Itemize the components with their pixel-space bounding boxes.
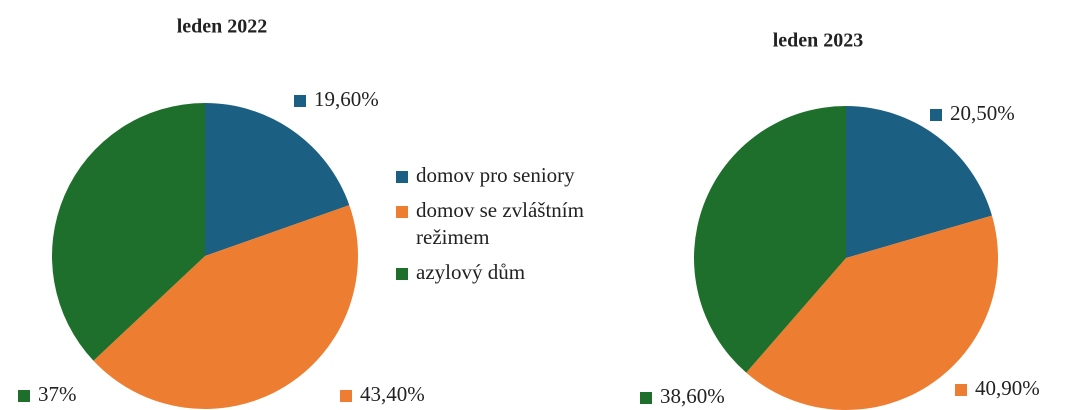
chart-title: leden 2022 xyxy=(177,16,268,38)
data-label: 37% xyxy=(38,382,77,406)
label-swatch xyxy=(340,390,352,402)
data-label: 38,60% xyxy=(660,384,725,408)
legend: domov pro seniory domov se zvláštním reži… xyxy=(396,162,646,294)
data-label: 43,40% xyxy=(360,382,425,406)
legend-item: domov pro seniory xyxy=(396,162,646,189)
legend-swatch xyxy=(396,206,408,218)
legend-label: domov se zvláštním režimem xyxy=(416,198,584,249)
pie-slice xyxy=(694,106,846,373)
legend-label: azylový dům xyxy=(416,260,526,284)
pie-slice xyxy=(846,106,992,258)
label-swatch xyxy=(930,109,942,121)
legend-swatch xyxy=(396,268,408,280)
pie-slice xyxy=(746,215,998,410)
legend-label: domov pro seniory xyxy=(416,163,575,187)
legend-item: azylový dům xyxy=(396,259,646,286)
pie-slice xyxy=(51,103,205,361)
legend-swatch xyxy=(396,171,408,183)
pie-slice xyxy=(93,205,358,410)
label-swatch xyxy=(294,95,306,107)
data-label: 20,50% xyxy=(950,101,1015,125)
chart-title: leden 2023 xyxy=(773,30,864,52)
label-swatch xyxy=(640,392,652,404)
data-label: 19,60% xyxy=(314,87,379,111)
label-swatch xyxy=(955,384,967,396)
legend-item: domov se zvláštním režimem xyxy=(396,197,646,251)
data-label: 40,90% xyxy=(975,376,1040,400)
label-swatch xyxy=(18,390,30,402)
pie-slice xyxy=(205,103,350,256)
